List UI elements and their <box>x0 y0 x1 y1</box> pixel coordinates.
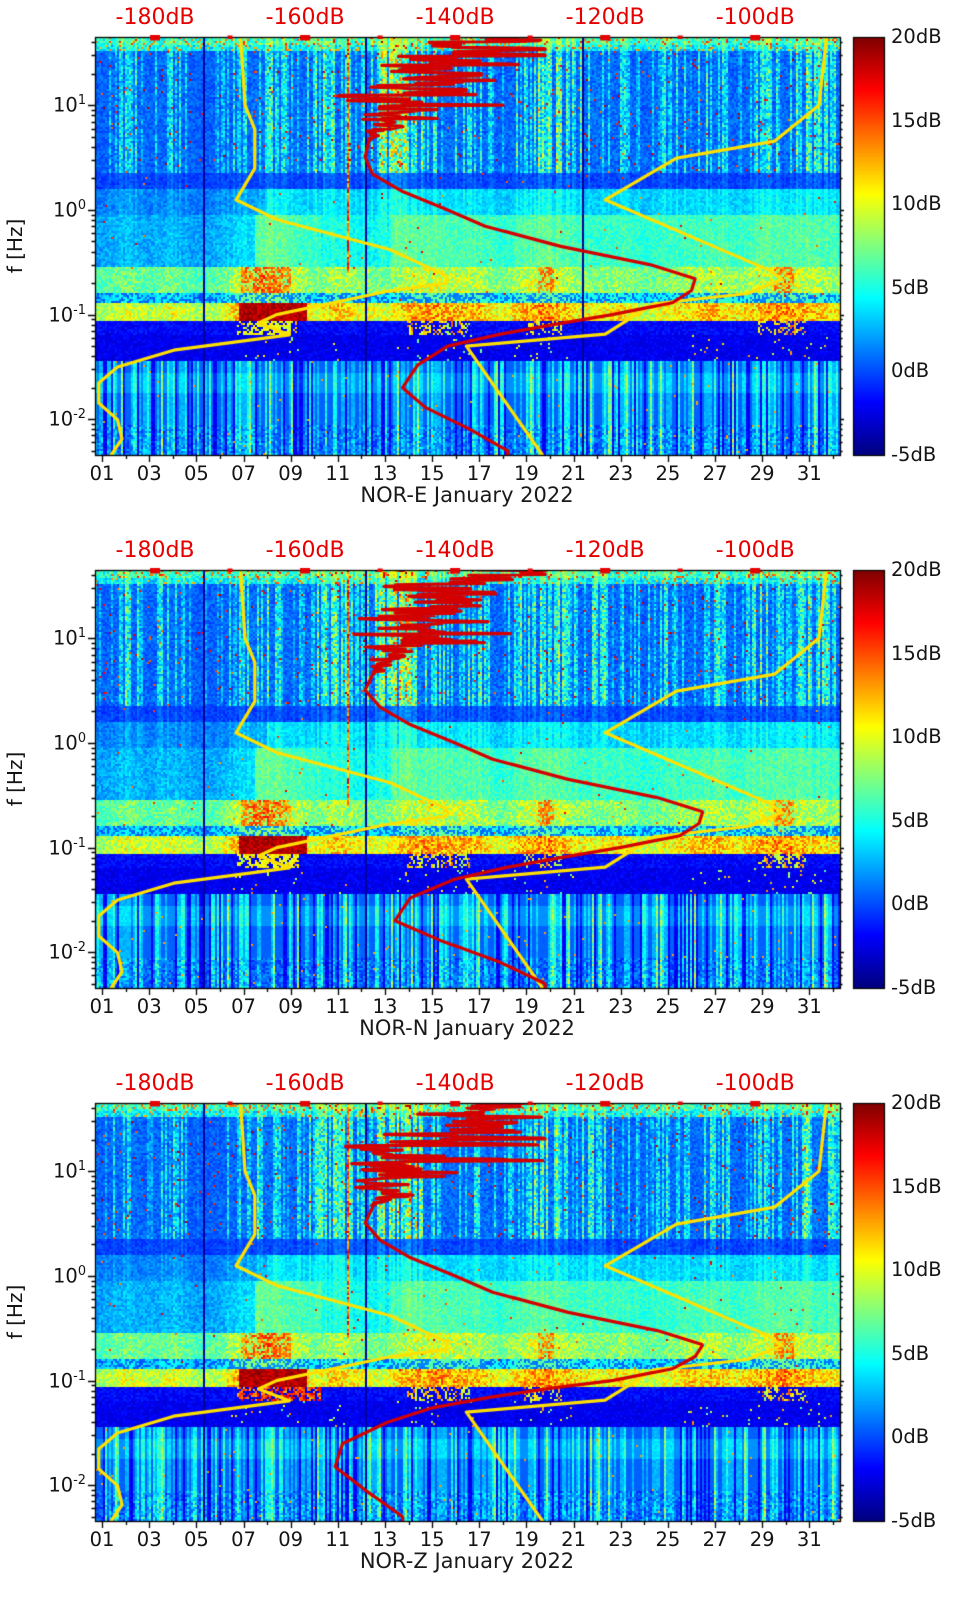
subplot-nor-n: -180dB -160dB -140dB -120dB -100dB 01 03 05 07 09… <box>0 533 962 1066</box>
spectrogram-canvas <box>0 533 962 1066</box>
y-axis-label: f [Hz] <box>3 1284 27 1340</box>
subplot-nor-e: -180dB -160dB -140dB -120dB -100dB 01 03 05 07 09… <box>0 0 962 533</box>
spectrogram-canvas <box>0 0 962 533</box>
spectrogram-canvas <box>0 1066 962 1599</box>
subplot-title: NOR-Z January 2022 <box>359 1549 575 1573</box>
subplot-title: NOR-N January 2022 <box>359 1016 575 1040</box>
subplot-title: NOR-E January 2022 <box>360 483 574 507</box>
subplot-nor-z: -180dB -160dB -140dB -120dB -100dB 01 03 05 07 09… <box>0 1066 962 1599</box>
y-axis-label: f [Hz] <box>3 218 27 274</box>
y-axis-label: f [Hz] <box>3 751 27 807</box>
